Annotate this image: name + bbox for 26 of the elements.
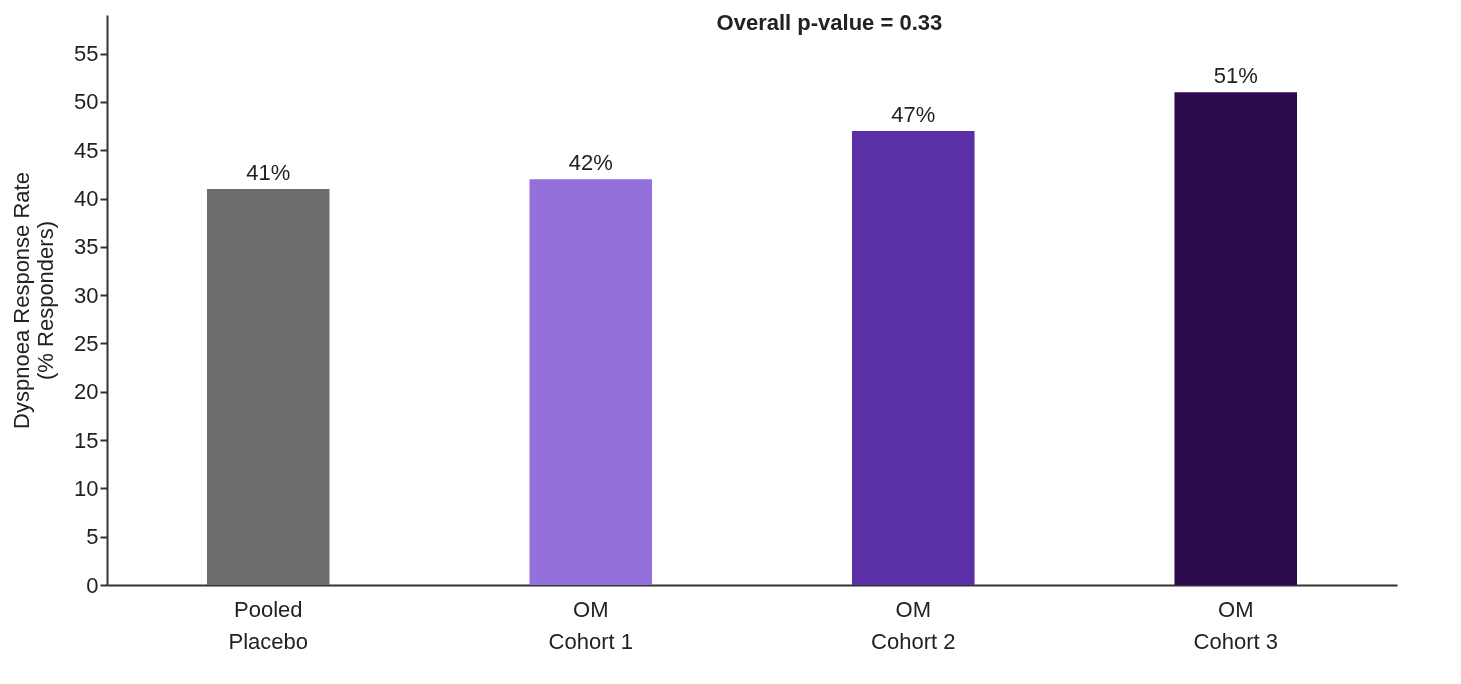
y-tick-label: 0	[86, 572, 99, 598]
x-tick-label: Pooled Placebo	[228, 596, 309, 654]
x-tick-label: OM Cohort 3	[1193, 596, 1278, 654]
y-tick-label: 20	[74, 379, 99, 405]
y-tick-label: 10	[74, 475, 99, 501]
y-tick-label: 35	[74, 234, 99, 260]
x-tick-label: OM Cohort 1	[548, 596, 633, 654]
data-label: 47%	[891, 101, 936, 127]
x-tick-label: OM Cohort 2	[871, 596, 956, 654]
y-tick-label: 5	[86, 524, 99, 550]
y-tick-label: 55	[74, 41, 99, 67]
y-tick-label: 30	[74, 282, 99, 308]
annotation: Overall p-value = 0.33	[716, 10, 943, 35]
data-label: 51%	[1213, 63, 1258, 89]
bar	[1174, 92, 1298, 585]
y-tick-label: 50	[74, 89, 99, 115]
y-tick-label: 25	[74, 330, 99, 356]
y-tick-label: 40	[74, 186, 99, 212]
bar	[851, 130, 975, 585]
y-tick-label: 15	[74, 427, 99, 453]
data-label: 41%	[246, 159, 291, 185]
y-tick-label: 45	[74, 137, 99, 163]
bar	[529, 179, 653, 585]
bar	[206, 188, 330, 585]
data-label: 42%	[568, 150, 613, 176]
y-axis-title: Dyspnoea Response Rate (% Responders)	[9, 172, 59, 429]
